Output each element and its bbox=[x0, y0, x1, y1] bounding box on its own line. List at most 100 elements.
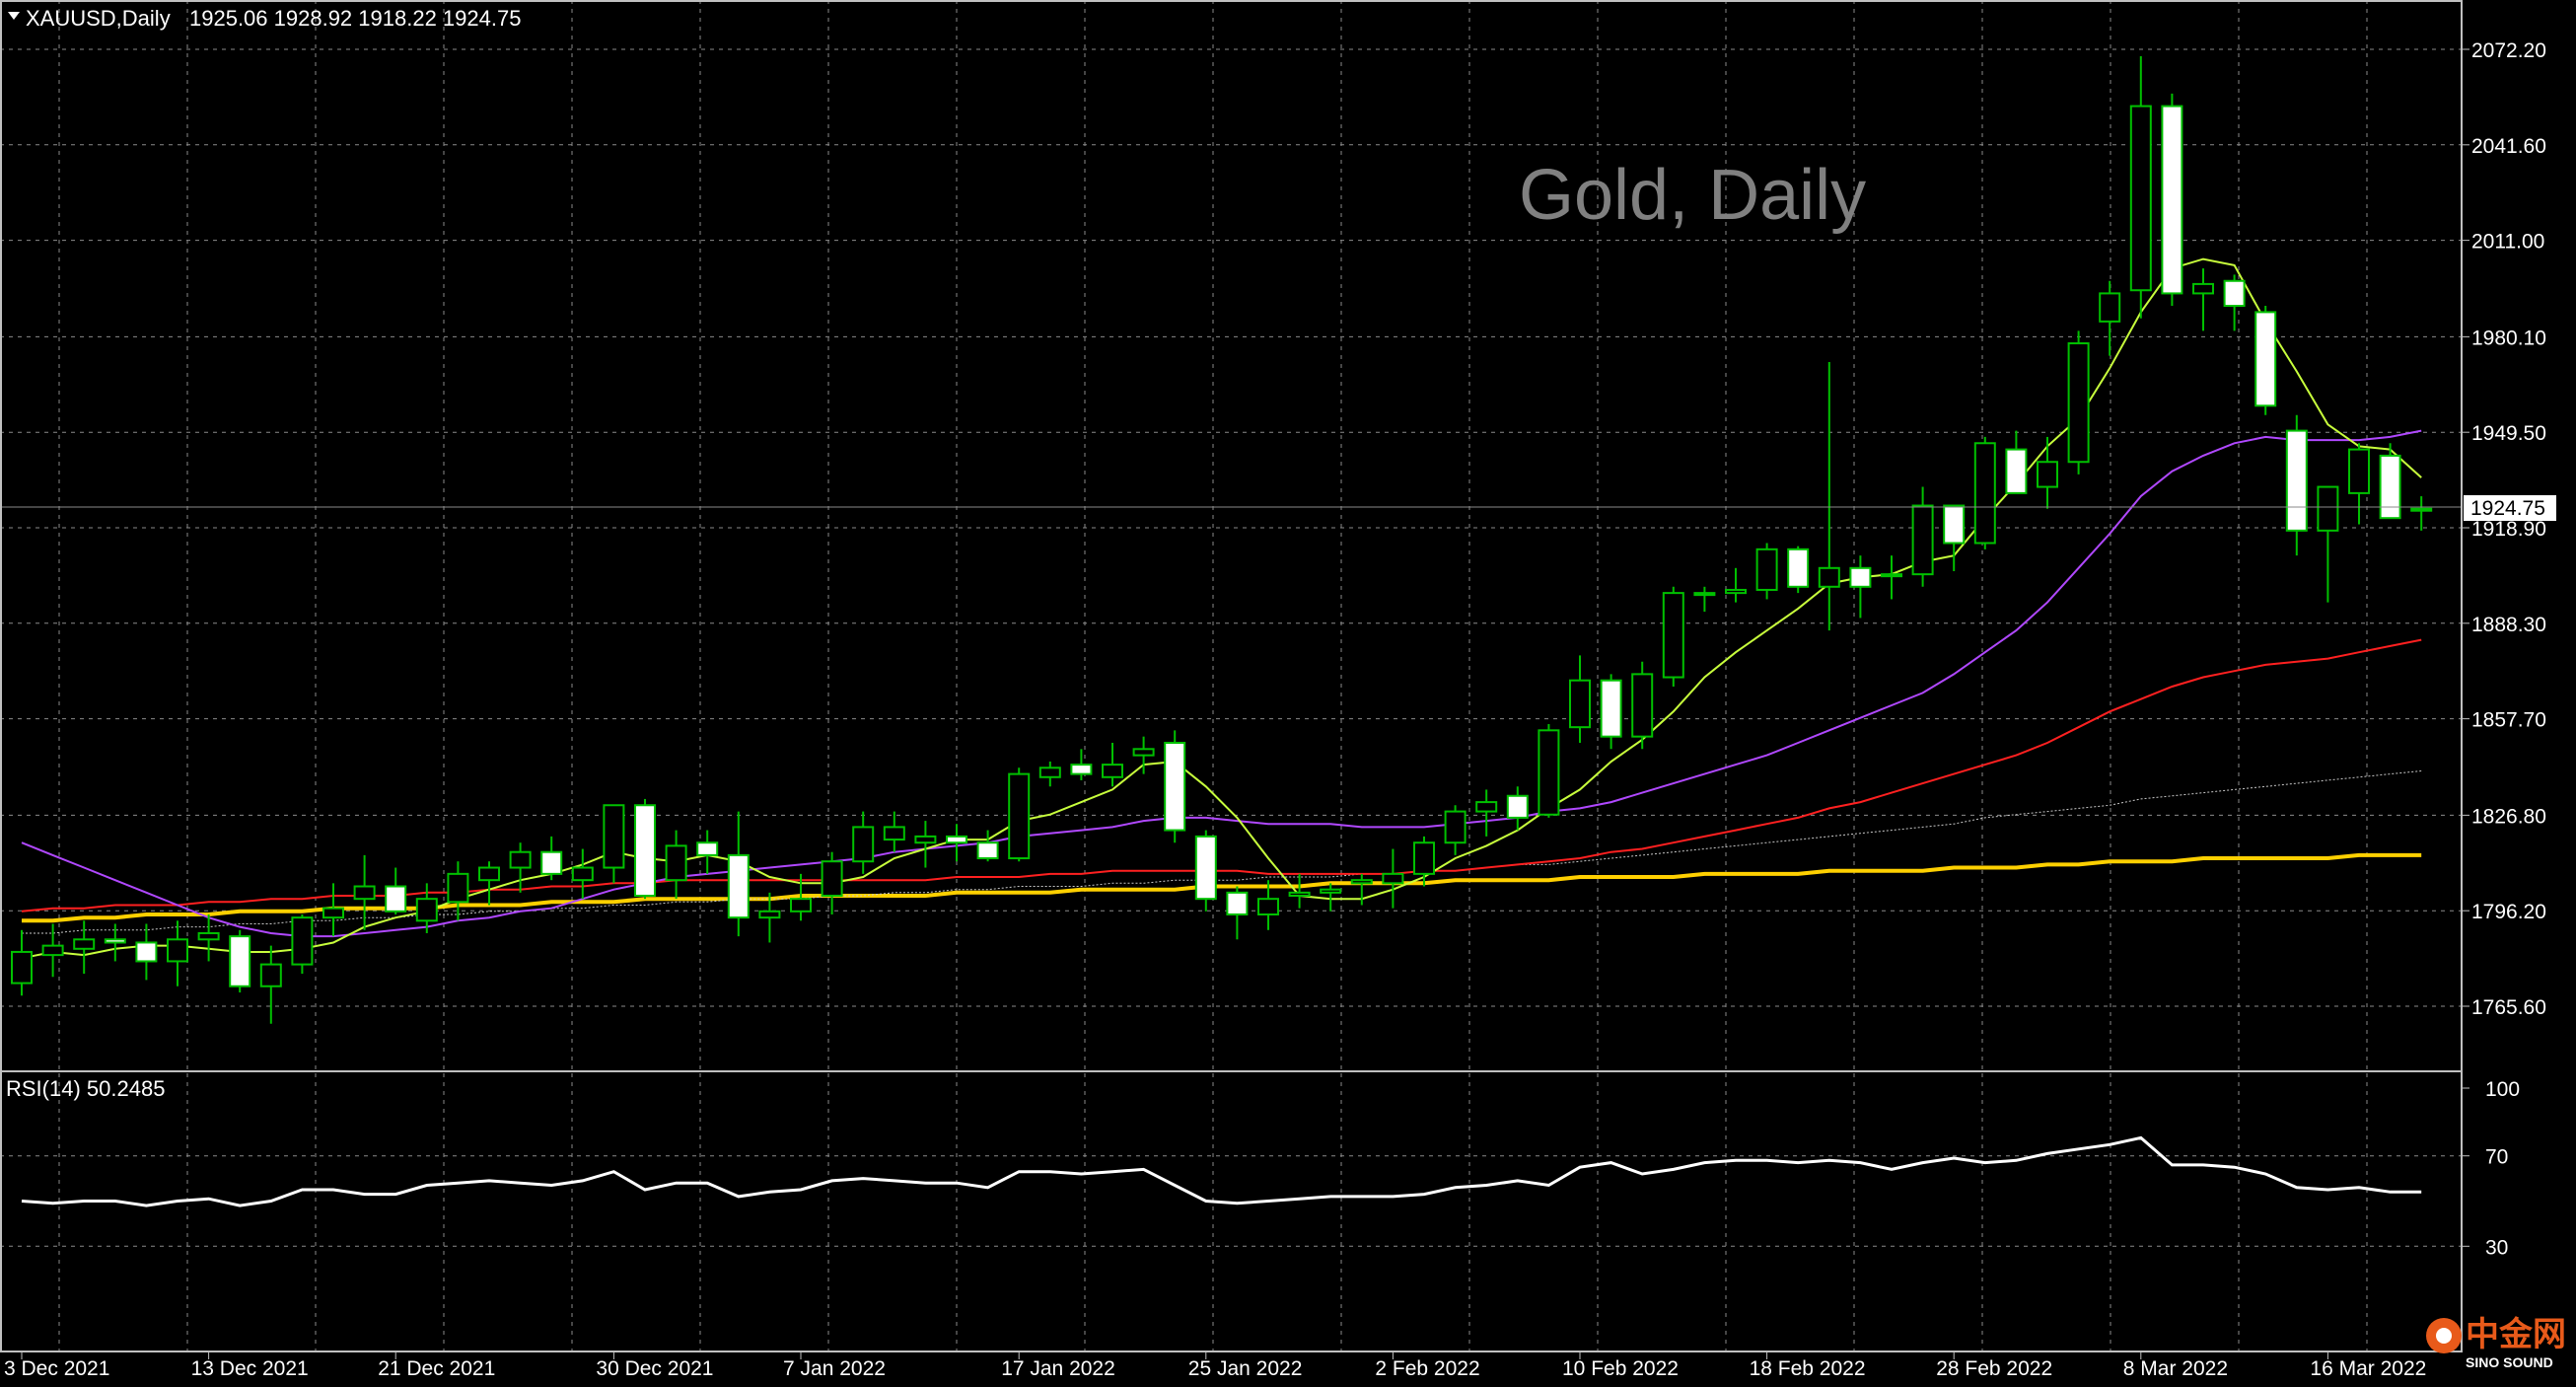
candle[interactable] bbox=[197, 913, 220, 962]
candle[interactable] bbox=[1288, 873, 1311, 909]
candle[interactable] bbox=[1943, 504, 1966, 571]
candle[interactable] bbox=[73, 920, 96, 975]
candle[interactable] bbox=[415, 883, 438, 933]
candle[interactable] bbox=[696, 830, 719, 874]
candle[interactable] bbox=[1569, 655, 1591, 743]
candle-body-up bbox=[1257, 898, 1279, 915]
candle[interactable] bbox=[1693, 586, 1716, 613]
candle[interactable] bbox=[1631, 661, 1654, 750]
candle[interactable] bbox=[1102, 742, 1123, 787]
candle[interactable] bbox=[2067, 330, 2090, 474]
candle[interactable] bbox=[2005, 430, 2028, 494]
candle[interactable] bbox=[2223, 274, 2246, 331]
candle[interactable] bbox=[353, 854, 376, 930]
candle-body-up bbox=[2410, 507, 2433, 512]
candle[interactable] bbox=[2161, 93, 2183, 307]
candle[interactable] bbox=[914, 821, 937, 868]
candle[interactable] bbox=[1911, 486, 1934, 587]
candle[interactable] bbox=[976, 830, 999, 862]
candle[interactable] bbox=[540, 836, 563, 881]
candle[interactable] bbox=[1662, 586, 1684, 688]
candle[interactable] bbox=[1257, 880, 1279, 930]
candle-body-up bbox=[509, 850, 532, 869]
candle[interactable] bbox=[2348, 443, 2370, 525]
candle[interactable] bbox=[509, 842, 532, 893]
candle[interactable] bbox=[634, 798, 656, 900]
candle[interactable] bbox=[1320, 883, 1342, 912]
symbol-label: XAUUSD,Daily bbox=[26, 6, 171, 31]
collapse-triangle-icon[interactable] bbox=[8, 12, 20, 20]
candle[interactable] bbox=[1038, 761, 1061, 787]
candle[interactable] bbox=[1818, 362, 1840, 631]
candle[interactable] bbox=[1787, 546, 1810, 594]
candle-body-down bbox=[727, 853, 750, 919]
candle[interactable] bbox=[1755, 543, 1778, 600]
candles[interactable] bbox=[11, 55, 2433, 1024]
candle[interactable] bbox=[571, 848, 594, 900]
ma50-line bbox=[21, 638, 2422, 912]
candle-body-down bbox=[634, 804, 656, 898]
candle[interactable] bbox=[2192, 268, 2214, 331]
candle[interactable] bbox=[852, 811, 875, 874]
candle-body-down bbox=[2161, 105, 2183, 295]
candle[interactable] bbox=[1475, 789, 1498, 837]
candle[interactable] bbox=[1382, 848, 1404, 909]
candle[interactable] bbox=[1070, 749, 1093, 780]
candle[interactable] bbox=[322, 883, 344, 937]
candle[interactable] bbox=[229, 929, 251, 993]
candle[interactable] bbox=[603, 804, 625, 884]
price-axis[interactable]: 2072.20 2041.60 2011.00 1980.10 1949.50 1918.… bbox=[2462, 39, 2546, 1019]
candle[interactable] bbox=[1881, 555, 1902, 600]
candle[interactable] bbox=[727, 811, 750, 937]
candle[interactable] bbox=[2410, 496, 2433, 531]
candle[interactable] bbox=[41, 923, 64, 978]
candle[interactable] bbox=[1444, 805, 1467, 855]
candle-body-up bbox=[571, 866, 594, 882]
candle[interactable] bbox=[1973, 436, 1996, 549]
candle[interactable] bbox=[883, 811, 905, 852]
candle[interactable] bbox=[1725, 567, 1747, 603]
logo-subtext: SINO SOUND bbox=[2466, 1354, 2553, 1370]
date-tick-label: 21 Dec 2021 bbox=[378, 1357, 495, 1380]
candle[interactable] bbox=[478, 861, 500, 906]
candle[interactable] bbox=[1164, 730, 1186, 843]
candle[interactable] bbox=[2285, 414, 2308, 556]
candle[interactable] bbox=[1194, 830, 1217, 912]
candle-body-up bbox=[1662, 592, 1684, 679]
candle[interactable] bbox=[291, 913, 314, 975]
candle[interactable] bbox=[1350, 873, 1373, 906]
candle[interactable] bbox=[2379, 443, 2401, 520]
candle[interactable] bbox=[259, 945, 282, 1024]
candle[interactable] bbox=[790, 873, 812, 921]
candle[interactable] bbox=[11, 929, 33, 996]
candle[interactable] bbox=[758, 892, 781, 943]
candle[interactable] bbox=[1413, 836, 1435, 887]
candle-body-up bbox=[1475, 801, 1498, 813]
candle[interactable] bbox=[447, 861, 469, 921]
candle[interactable] bbox=[1132, 736, 1155, 774]
date-tick-label: 7 Jan 2022 bbox=[783, 1357, 886, 1380]
candle[interactable] bbox=[2254, 306, 2277, 415]
candle-body-up bbox=[353, 885, 376, 901]
candle[interactable] bbox=[167, 920, 188, 986]
candle[interactable] bbox=[665, 830, 687, 900]
candle[interactable] bbox=[1600, 674, 1622, 750]
candle[interactable] bbox=[135, 923, 158, 981]
candle[interactable] bbox=[2317, 485, 2339, 603]
candle[interactable] bbox=[2099, 280, 2121, 356]
candle[interactable] bbox=[385, 867, 407, 914]
candle[interactable] bbox=[946, 824, 967, 862]
candle[interactable] bbox=[1538, 723, 1560, 818]
date-axis[interactable]: 3 Dec 2021 13 Dec 2021 21 Dec 2021 30 Dec 2… bbox=[4, 1351, 2426, 1380]
candle[interactable] bbox=[1008, 767, 1031, 862]
candle[interactable] bbox=[821, 851, 843, 914]
price-tick-label: 1826.80 bbox=[2471, 805, 2546, 828]
candle[interactable] bbox=[2037, 436, 2058, 509]
date-tick-label: 10 Feb 2022 bbox=[1562, 1357, 1679, 1380]
candle[interactable] bbox=[1506, 786, 1529, 831]
candle[interactable] bbox=[104, 923, 126, 962]
candle[interactable] bbox=[1849, 555, 1872, 619]
candle[interactable] bbox=[1226, 886, 1249, 940]
candle[interactable] bbox=[2129, 55, 2152, 319]
